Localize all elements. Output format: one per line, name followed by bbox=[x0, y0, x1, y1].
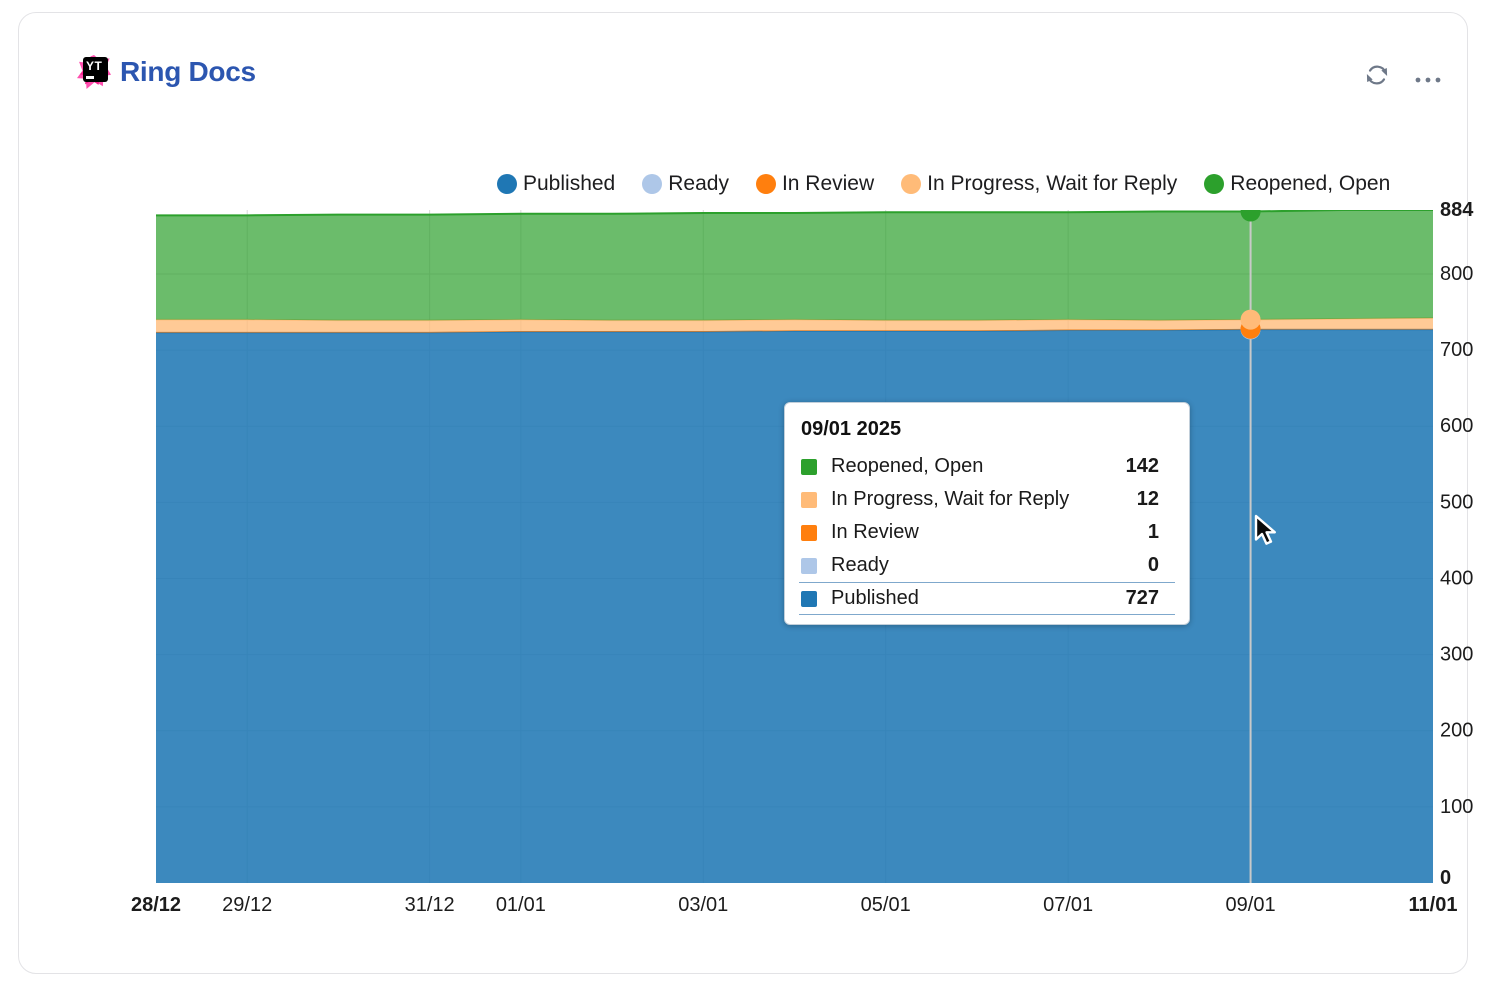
hover-marker-reopened-open bbox=[1240, 210, 1261, 222]
stacked-area-chart[interactable]: 0 100 200 300 400 500 600 700 800 884 28/12 29/12 31… bbox=[19, 13, 1486, 986]
tooltip-label: Published bbox=[831, 587, 919, 609]
widget-title[interactable]: Ring Docs bbox=[120, 56, 256, 87]
svg-text:03/01: 03/01 bbox=[678, 894, 728, 916]
legend-item-reopened-open[interactable]: Reopened, Open bbox=[1204, 172, 1390, 196]
tooltip-label: Reopened, Open bbox=[831, 455, 984, 477]
svg-text:400: 400 bbox=[1440, 567, 1473, 589]
logo-dash bbox=[86, 76, 94, 79]
tooltip-label: In Review bbox=[831, 521, 919, 543]
area-reopened-open bbox=[156, 210, 1433, 321]
svg-text:600: 600 bbox=[1440, 415, 1473, 437]
legend-label: Reopened, Open bbox=[1230, 172, 1391, 195]
tooltip-date: 09/01 2025 bbox=[801, 418, 902, 440]
hover-markers bbox=[1240, 210, 1261, 340]
svg-text:09/01: 09/01 bbox=[1226, 894, 1276, 916]
refresh-icon[interactable] bbox=[1362, 60, 1392, 90]
svg-text:300: 300 bbox=[1440, 644, 1473, 666]
svg-text:100: 100 bbox=[1440, 796, 1473, 818]
area-in-review bbox=[156, 328, 1433, 333]
widget-card: YT Ring Docs Published Ready In R bbox=[18, 12, 1474, 974]
area-in-progress-wait-for-reply bbox=[156, 318, 1433, 332]
chart-tooltip: 09/01 2025 Reopened, Open 142 In Progress,… bbox=[784, 402, 1190, 625]
legend-swatch-icon bbox=[642, 174, 663, 194]
legend-item-in-review[interactable]: In Review bbox=[755, 172, 875, 196]
tooltip-swatch-icon bbox=[801, 491, 817, 508]
svg-text:31/12: 31/12 bbox=[405, 894, 455, 916]
svg-text:07/01: 07/01 bbox=[1043, 894, 1093, 916]
more-options-icon[interactable] bbox=[1414, 71, 1446, 83]
svg-text:700: 700 bbox=[1440, 339, 1473, 361]
legend-item-ready[interactable]: Ready bbox=[642, 172, 729, 196]
tooltip-label: In Progress, Wait for Reply bbox=[831, 488, 1070, 510]
svg-text:0: 0 bbox=[1440, 867, 1451, 889]
y-axis-labels: 0 100 200 300 400 500 600 700 800 884 bbox=[1440, 199, 1474, 889]
legend-swatch-icon bbox=[901, 174, 922, 194]
tooltip-swatch-icon bbox=[801, 458, 817, 475]
legend-label: In Review bbox=[781, 172, 875, 195]
tooltip-row-in-progress-wait-for-reply: In Progress, Wait for Reply 12 bbox=[799, 483, 1175, 516]
svg-text:29/12: 29/12 bbox=[222, 894, 272, 916]
svg-text:28/12: 28/12 bbox=[131, 894, 181, 916]
tooltip-rows: Reopened, Open 142 In Progress, Wait for R… bbox=[799, 450, 1175, 615]
x-axis-labels: 28/12 29/12 31/12 01/01 03/01 05/01 07/01 09/01… bbox=[131, 894, 1458, 916]
tooltip-row-in-review: In Review 1 bbox=[799, 516, 1175, 549]
legend-label: Ready bbox=[668, 172, 729, 195]
svg-text:01/01: 01/01 bbox=[496, 894, 546, 916]
svg-text:05/01: 05/01 bbox=[861, 894, 911, 916]
chart-legend: Published Ready In Review In Progress, Wait… bbox=[497, 172, 1390, 196]
tooltip-value: 0 bbox=[1147, 554, 1159, 576]
tooltip-swatch-icon bbox=[801, 524, 817, 541]
logo-text: YT bbox=[86, 59, 103, 73]
legend-item-in-progress-wait-for-reply[interactable]: In Progress, Wait for Reply bbox=[901, 172, 1177, 196]
svg-text:500: 500 bbox=[1440, 491, 1473, 513]
mouse-cursor-icon bbox=[1253, 514, 1285, 553]
tooltip-value: 1 bbox=[1147, 521, 1159, 543]
tooltip-row-ready: Ready 0 bbox=[799, 549, 1175, 582]
svg-text:800: 800 bbox=[1440, 263, 1473, 285]
tooltip-swatch-icon bbox=[801, 590, 817, 607]
legend-swatch-icon bbox=[1204, 174, 1225, 194]
svg-text:884: 884 bbox=[1440, 199, 1474, 221]
logo-square: YT bbox=[83, 57, 108, 82]
tooltip-value: 12 bbox=[1136, 488, 1159, 510]
tooltip-row-reopened-open: Reopened, Open 142 bbox=[799, 450, 1175, 483]
tooltip-swatch-icon bbox=[801, 557, 817, 574]
legend-swatch-icon bbox=[755, 174, 776, 194]
legend-label: Published bbox=[523, 172, 616, 195]
tooltip-label: Ready bbox=[831, 554, 889, 576]
legend-label: In Progress, Wait for Reply bbox=[927, 172, 1178, 195]
tooltip-row-published: Published 727 bbox=[799, 582, 1175, 615]
hover-marker-in-progress-wait-for-reply bbox=[1240, 309, 1261, 330]
tooltip-value: 727 bbox=[1125, 587, 1159, 609]
legend-item-published[interactable]: Published bbox=[497, 172, 615, 196]
legend-swatch-icon bbox=[497, 174, 517, 194]
tooltip-value: 142 bbox=[1125, 455, 1159, 477]
svg-text:200: 200 bbox=[1440, 720, 1473, 742]
svg-text:11/01: 11/01 bbox=[1409, 894, 1458, 916]
youtrack-logo-icon: YT bbox=[75, 51, 113, 91]
